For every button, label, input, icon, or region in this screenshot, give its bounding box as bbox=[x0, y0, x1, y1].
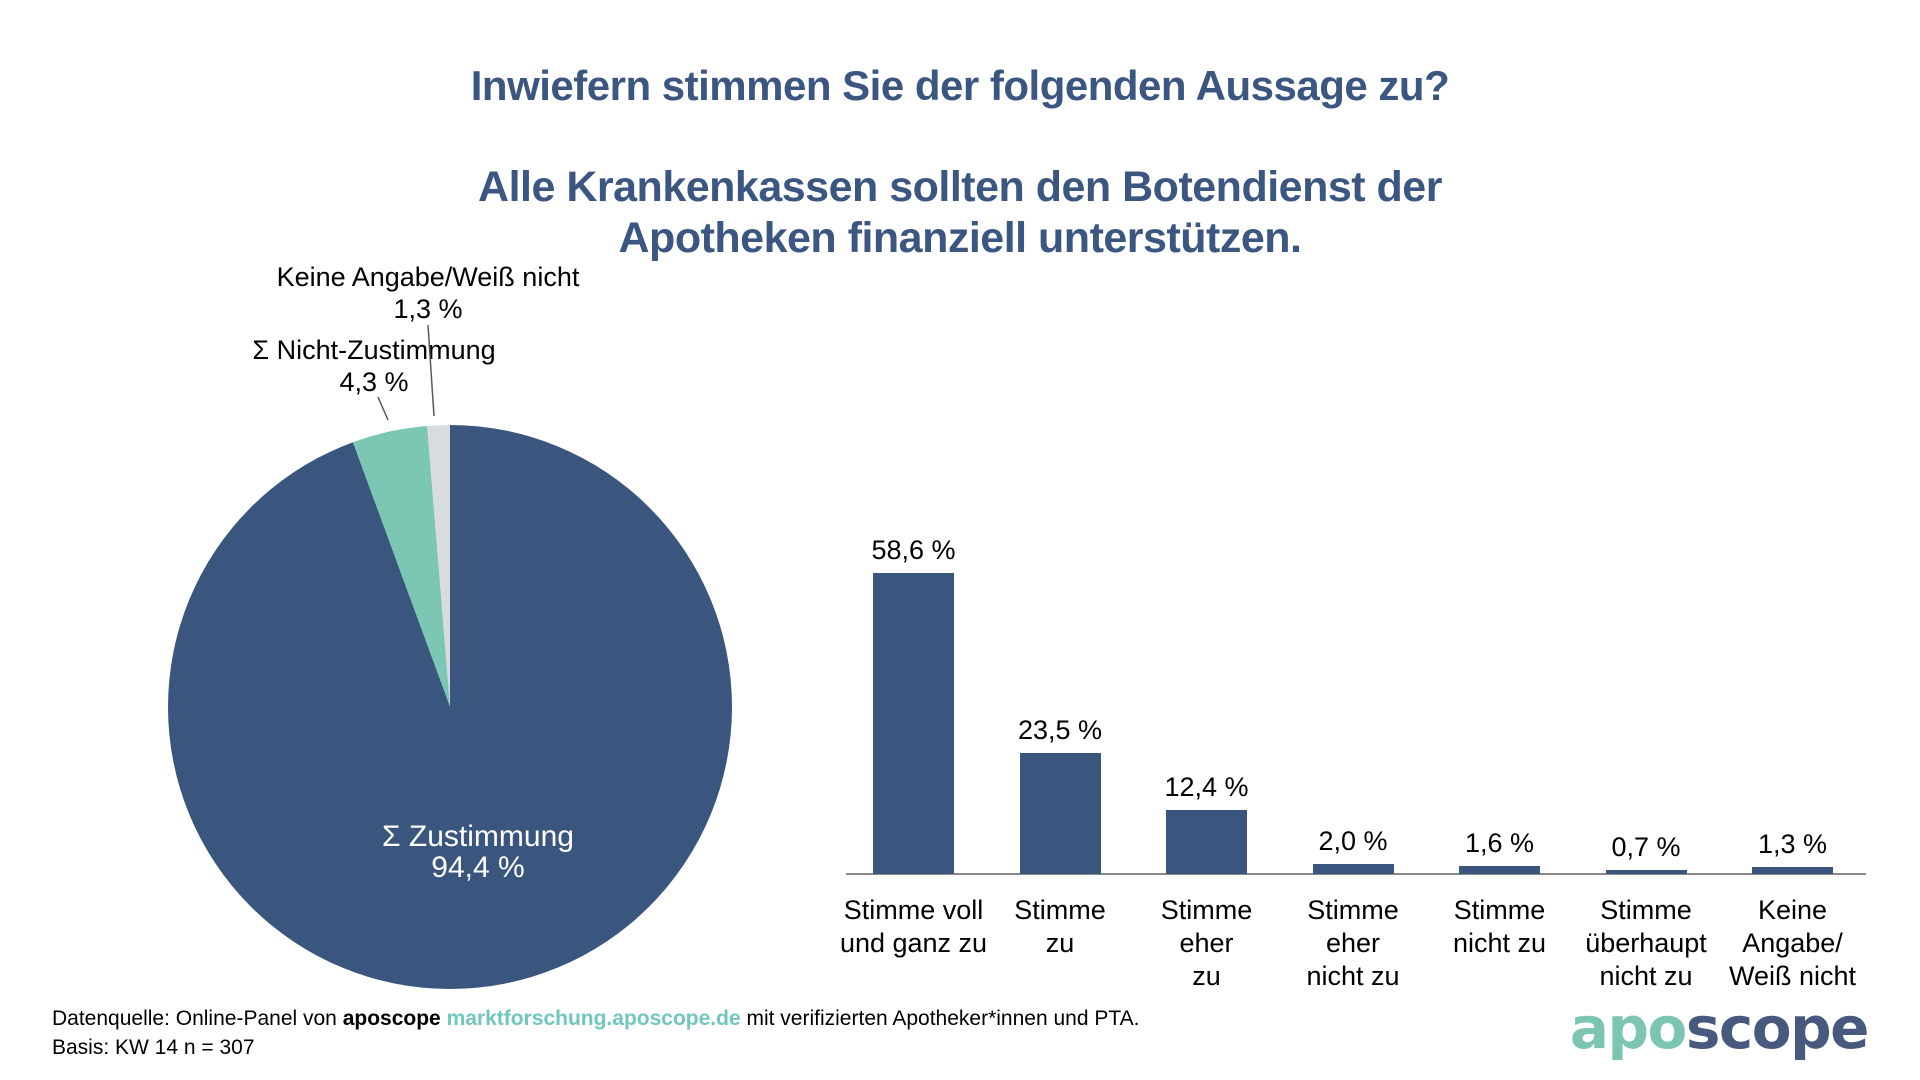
bar-category-label-1: Stimme zu bbox=[1014, 895, 1106, 958]
bar-category-label-3: Stimme eher nicht zu bbox=[1306, 895, 1400, 991]
bar-value-label-5: 0,7 % bbox=[1611, 832, 1681, 863]
footer-source-suffix: mit verifizierten Apotheker*innen und PT… bbox=[740, 1007, 1140, 1030]
logo-part-scope: scope bbox=[1685, 994, 1870, 1062]
pie-label-zustimmung-value: 94,4 % bbox=[431, 851, 525, 884]
bar-category-label-2: Stimme eher zu bbox=[1160, 895, 1253, 991]
bar-category-label-4: Stimme nicht zu bbox=[1452, 895, 1547, 958]
pie-callout-keine-angabe-value: 1,3 % bbox=[393, 294, 463, 324]
pie-callout-keine-angabe: Keine Angabe/Weiß nicht 1,3 % bbox=[228, 261, 628, 325]
aposcope-logo: aposcope bbox=[1569, 994, 1870, 1062]
pie-callout-keine-angabe-name: Keine Angabe/Weiß nicht bbox=[276, 262, 580, 292]
pie-label-zustimmung: Σ Zustimmung 94,4 % bbox=[318, 821, 638, 883]
pie-label-zustimmung-name: Σ Zustimmung bbox=[382, 820, 574, 853]
bar-4 bbox=[1459, 865, 1540, 874]
logo-part-apo: apo bbox=[1569, 994, 1688, 1062]
statement-line-2: Apotheken finanziell unterstützen. bbox=[618, 214, 1303, 262]
bar-0 bbox=[873, 573, 954, 874]
bar-3 bbox=[1312, 863, 1394, 874]
footer-brand: aposcope bbox=[342, 1007, 441, 1030]
x-axis-line bbox=[846, 873, 1866, 875]
footer-basis-line: Basis: KW 14 n = 307 bbox=[52, 1036, 255, 1059]
footer-source-line: Datenquelle: Online-Panel von aposcope m… bbox=[52, 1004, 1139, 1033]
bar-value-label-0: 58,6 % bbox=[871, 535, 956, 565]
footer-link[interactable]: marktforschung.aposcope.de bbox=[446, 1007, 741, 1030]
pie-chart bbox=[168, 425, 732, 989]
page-title: Inwiefern stimmen Sie der folgenden Auss… bbox=[470, 62, 1450, 109]
statement-title: Alle Krankenkassen sollten den Botendien… bbox=[0, 162, 1920, 264]
bar-value-label-4: 1,6 % bbox=[1464, 827, 1535, 858]
bar-value-label-1: 23,5 % bbox=[1017, 715, 1103, 746]
footer: Datenquelle: Online-Panel von aposcope m… bbox=[52, 1004, 1139, 1062]
bar-value-label-6: 1,3 % bbox=[1757, 829, 1828, 860]
bar-category-label-5: Stimme überhaupt nicht zu bbox=[1585, 895, 1707, 991]
bar-value-label-2: 12,4 % bbox=[1164, 772, 1249, 803]
leader-line-nicht-zustimmung bbox=[377, 396, 389, 421]
bar-category-label-6: Keine Angabe/ Weiß nicht bbox=[1728, 895, 1857, 991]
bar-6 bbox=[1752, 867, 1833, 874]
bar-2 bbox=[1166, 810, 1247, 874]
bar-5 bbox=[1605, 870, 1687, 874]
pie-callout-nicht-zustimmung: Σ Nicht-Zustimmung 4,3 % bbox=[174, 334, 574, 398]
bar-value-label-3: 2,0 % bbox=[1318, 825, 1388, 856]
statement-line-1: Alle Krankenkassen sollten den Botendien… bbox=[478, 163, 1442, 211]
bar-1 bbox=[1019, 753, 1101, 874]
bar-category-label-0: Stimme voll und ganz zu bbox=[839, 895, 988, 958]
footer-source-prefix: Datenquelle: Online-Panel von bbox=[52, 1007, 343, 1030]
pie-callout-nicht-zustimmung-value: 4,3 % bbox=[339, 367, 409, 397]
pie-callout-nicht-zustimmung-name: Σ Nicht-Zustimmung bbox=[252, 335, 496, 365]
